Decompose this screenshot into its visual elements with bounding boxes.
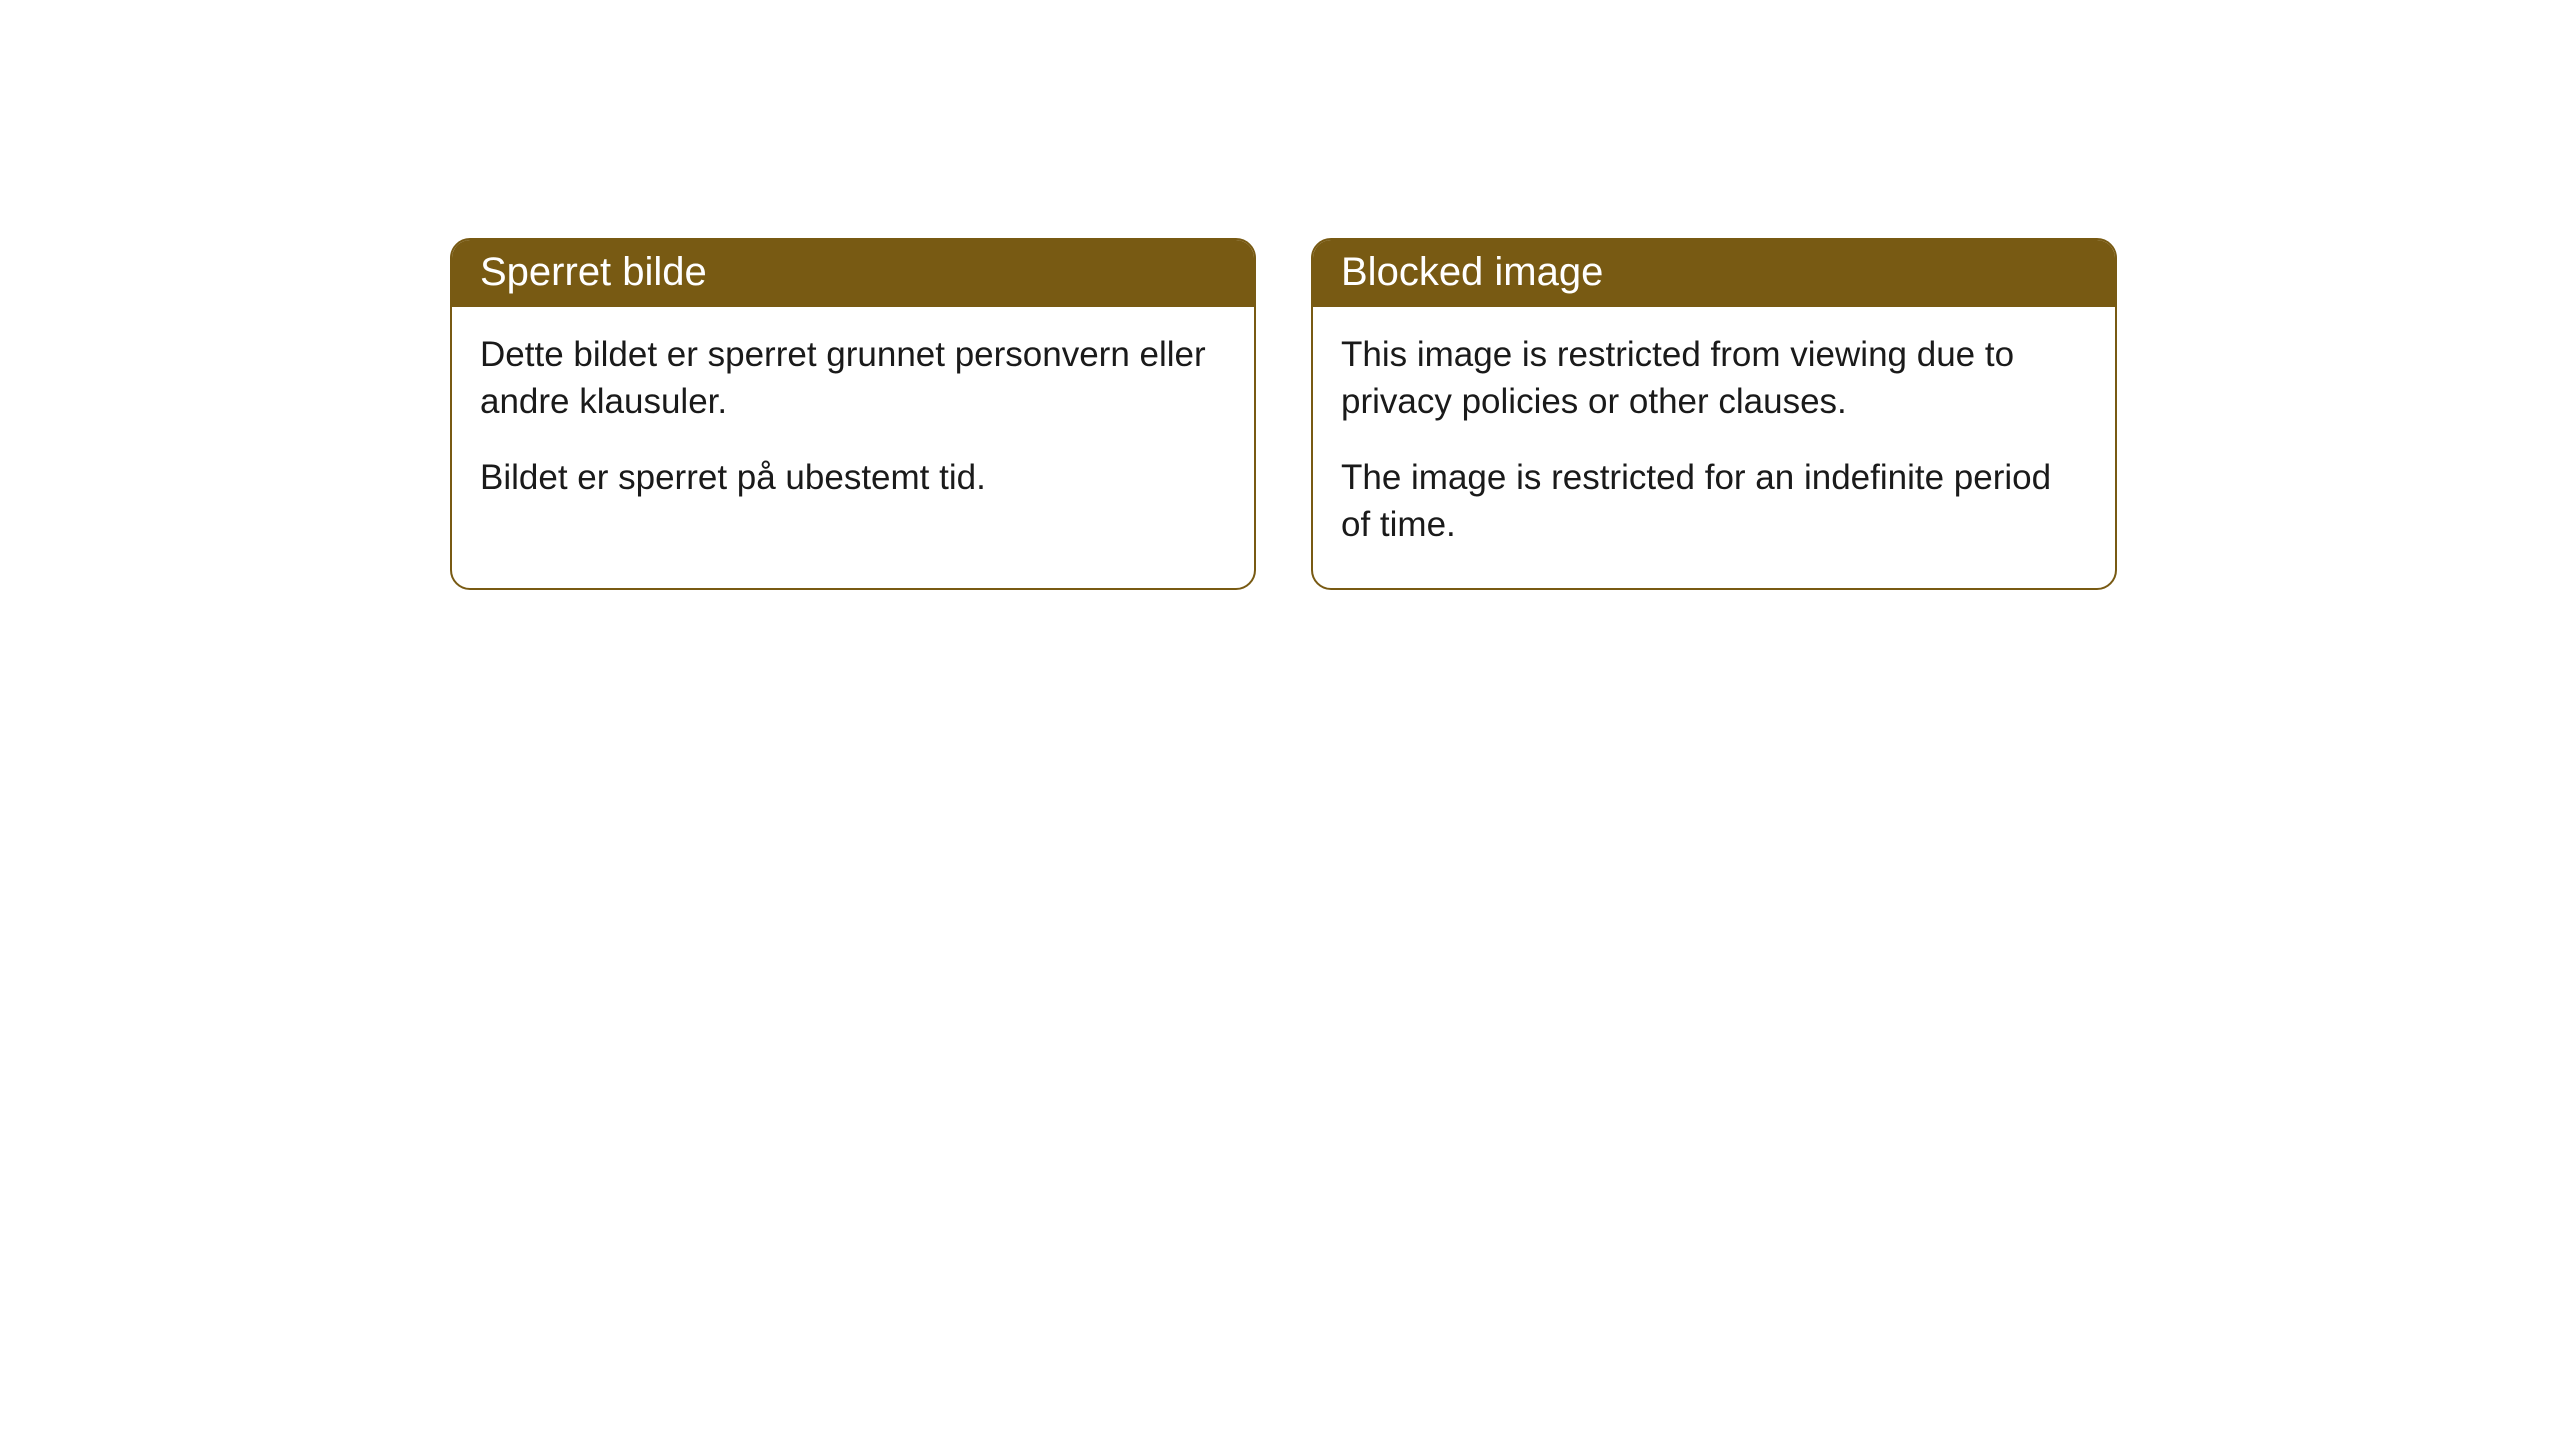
card-body-no: Dette bildet er sperret grunnet personve…: [452, 307, 1254, 541]
card-body-en: This image is restricted from viewing du…: [1313, 307, 2115, 588]
blocked-image-card-no: Sperret bilde Dette bildet er sperret gr…: [450, 238, 1256, 590]
blocked-image-card-en: Blocked image This image is restricted f…: [1311, 238, 2117, 590]
card-paragraph: Bildet er sperret på ubestemt tid.: [480, 454, 1226, 501]
card-paragraph: The image is restricted for an indefinit…: [1341, 454, 2087, 549]
card-title-en: Blocked image: [1313, 240, 2115, 307]
card-title-no: Sperret bilde: [452, 240, 1254, 307]
card-paragraph: This image is restricted from viewing du…: [1341, 331, 2087, 426]
card-paragraph: Dette bildet er sperret grunnet personve…: [480, 331, 1226, 426]
card-container: Sperret bilde Dette bildet er sperret gr…: [0, 0, 2560, 590]
